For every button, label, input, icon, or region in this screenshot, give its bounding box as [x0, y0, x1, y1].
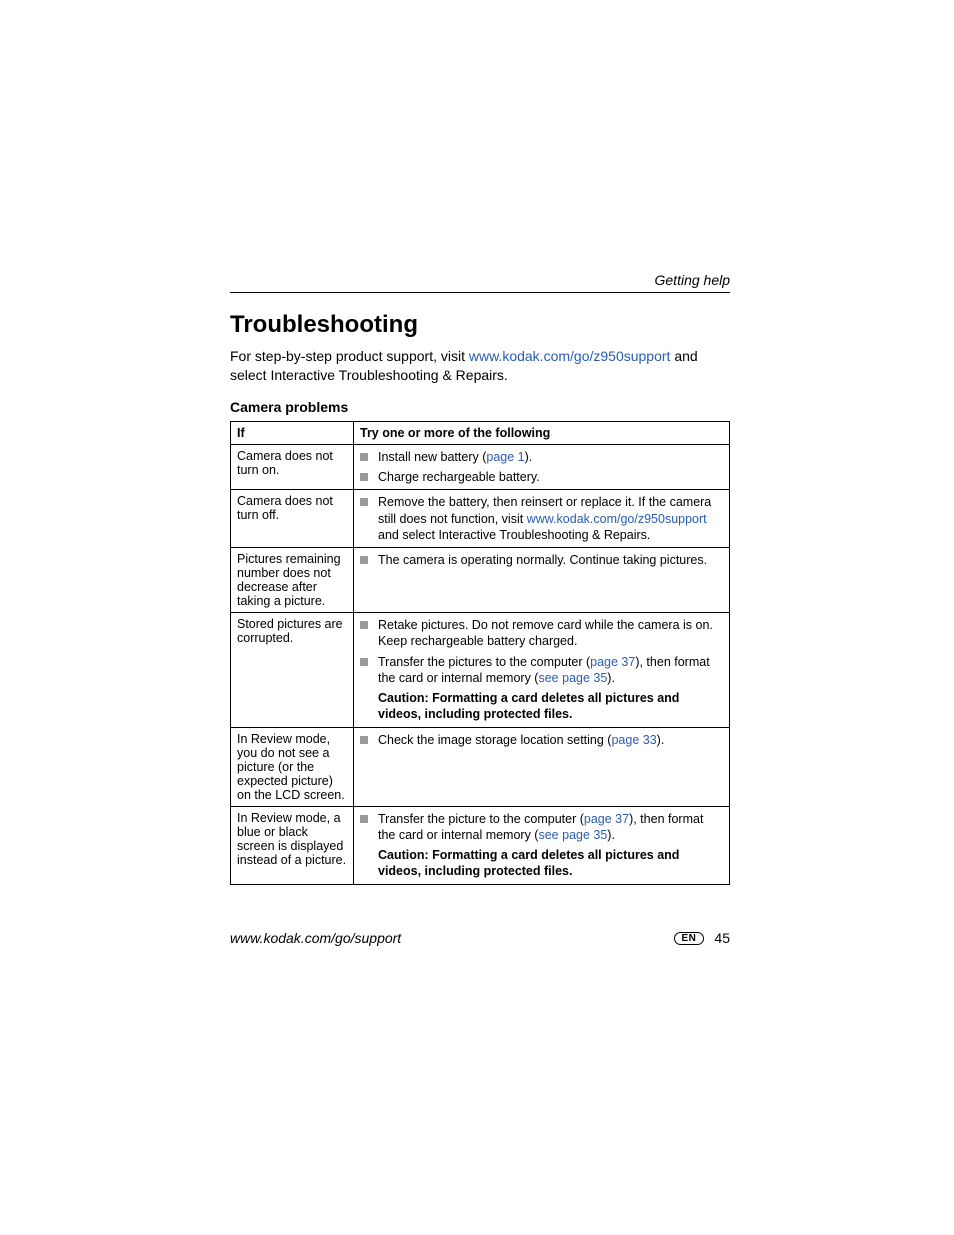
try-cell: Install new battery (page 1). Charge rech…: [354, 444, 730, 490]
solution-text: Transfer the picture to the computer (pa…: [378, 811, 723, 844]
solution-item: Transfer the picture to the computer (pa…: [360, 811, 723, 844]
bullet-icon: [360, 453, 368, 461]
col-header-if: If: [231, 421, 354, 444]
solution-item: Check the image storage location setting…: [360, 732, 723, 748]
bullet-icon: [360, 658, 368, 666]
try-cell: Retake pictures. Do not remove card whil…: [354, 613, 730, 728]
if-cell: Stored pictures are corrupted.: [231, 613, 354, 728]
page-number: 45: [714, 930, 730, 946]
bullet-icon: [360, 621, 368, 629]
solution-text: The camera is operating normally. Contin…: [378, 552, 723, 568]
footer-url: www.kodak.com/go/support: [230, 930, 401, 946]
language-badge: EN: [674, 932, 705, 945]
page-link[interactable]: page 37: [584, 812, 629, 826]
solution-item: Charge rechargeable battery.: [360, 469, 723, 485]
running-head: Getting help: [230, 272, 730, 293]
troubleshooting-table: If Try one or more of the following Came…: [230, 421, 730, 885]
solution-item: Remove the battery, then reinsert or rep…: [360, 494, 723, 543]
if-cell: In Review mode, you do not see a picture…: [231, 727, 354, 806]
intro-paragraph: For step-by-step product support, visit …: [230, 347, 730, 385]
if-cell: Camera does not turn on.: [231, 444, 354, 490]
solution-item: Retake pictures. Do not remove card whil…: [360, 617, 723, 650]
solution-text: Retake pictures. Do not remove card whil…: [378, 617, 723, 650]
page-link[interactable]: www.kodak.com/go/z950support: [527, 512, 707, 526]
solution-text: Check the image storage location setting…: [378, 732, 723, 748]
page-link[interactable]: see page 35: [538, 671, 607, 685]
solution-item: Transfer the pictures to the computer (p…: [360, 654, 723, 687]
try-cell: Check the image storage location setting…: [354, 727, 730, 806]
try-cell: The camera is operating normally. Contin…: [354, 548, 730, 613]
page-title: Troubleshooting: [230, 311, 730, 339]
solution-text: Remove the battery, then reinsert or rep…: [378, 494, 723, 543]
table-row: In Review mode, you do not see a picture…: [231, 727, 730, 806]
caution-text: Caution: Formatting a card deletes all p…: [360, 847, 723, 880]
page-link[interactable]: page 37: [590, 655, 635, 669]
page-link[interactable]: page 33: [611, 733, 656, 747]
solution-text: Charge rechargeable battery.: [378, 469, 723, 485]
solution-text: Transfer the pictures to the computer (p…: [378, 654, 723, 687]
bullet-icon: [360, 815, 368, 823]
if-cell: Camera does not turn off.: [231, 490, 354, 548]
table-row: In Review mode, a blue or black screen i…: [231, 806, 730, 884]
intro-pre: For step-by-step product support, visit: [230, 348, 469, 364]
bullet-icon: [360, 473, 368, 481]
try-cell: Remove the battery, then reinsert or rep…: [354, 490, 730, 548]
table-row: Camera does not turn off. Remove the batt…: [231, 490, 730, 548]
solution-item: Install new battery (page 1).: [360, 449, 723, 465]
try-cell: Transfer the picture to the computer (pa…: [354, 806, 730, 884]
if-cell: In Review mode, a blue or black screen i…: [231, 806, 354, 884]
col-header-try: Try one or more of the following: [354, 421, 730, 444]
page-footer: www.kodak.com/go/support EN 45: [230, 930, 730, 946]
page-link[interactable]: page 1: [486, 450, 524, 464]
table-row: Stored pictures are corrupted. Retake pic…: [231, 613, 730, 728]
section-subhead: Camera problems: [230, 399, 730, 415]
solution-text: Install new battery (page 1).: [378, 449, 723, 465]
intro-link[interactable]: www.kodak.com/go/z950support: [469, 348, 671, 364]
bullet-icon: [360, 498, 368, 506]
caution-text: Caution: Formatting a card deletes all p…: [360, 690, 723, 723]
table-row: Pictures remaining number does not decre…: [231, 548, 730, 613]
if-cell: Pictures remaining number does not decre…: [231, 548, 354, 613]
bullet-icon: [360, 736, 368, 744]
solution-item: The camera is operating normally. Contin…: [360, 552, 723, 568]
page-link[interactable]: see page 35: [538, 828, 607, 842]
bullet-icon: [360, 556, 368, 564]
table-row: Camera does not turn on.Install new batt…: [231, 444, 730, 490]
